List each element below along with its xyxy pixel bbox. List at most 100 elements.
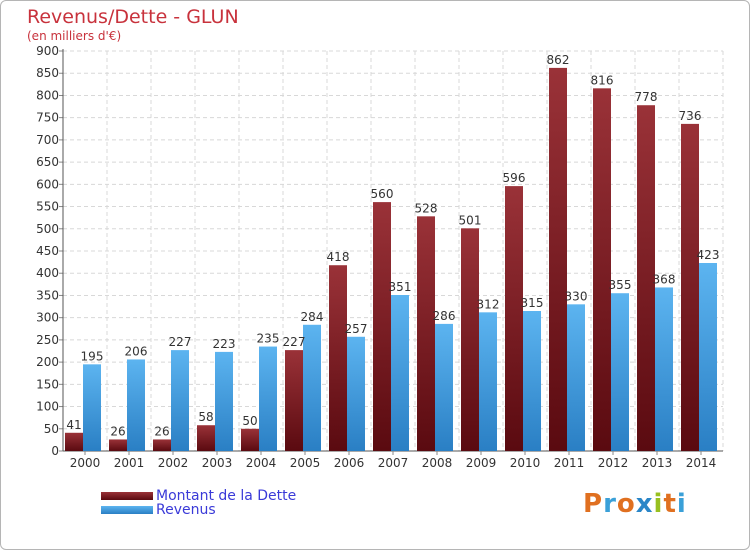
data-label-revenus: 257 [345,322,368,336]
bar-debt [681,123,699,451]
y-tick-label: 0 [51,444,59,458]
bar-debt [241,428,259,451]
y-tick-label: 800 [36,88,59,102]
data-label-debt: 560 [371,187,394,201]
x-tick-label: 2011 [554,456,585,470]
data-label-revenus: 315 [521,296,544,310]
logo-letter: o [616,489,636,519]
x-tick-label: 2012 [598,456,629,470]
y-tick-label: 850 [36,66,59,80]
y-tick-label: 900 [36,44,59,58]
x-tick-label: 2004 [246,456,277,470]
bar-debt [373,202,391,451]
bar-revenus [391,295,409,451]
data-label-revenus: 355 [609,278,632,292]
axes: 0501001502002503003504004505005506006507… [36,44,723,470]
x-tick-label: 2008 [422,456,453,470]
bar-debt [461,228,479,451]
logo-letter: i [653,489,664,519]
y-tick-label: 250 [36,333,59,347]
data-label-revenus: 286 [433,309,456,323]
bar-debt [505,186,523,451]
data-label-revenus: 312 [477,297,500,311]
data-label-revenus: 423 [697,248,720,262]
y-tick-label: 300 [36,311,59,325]
bar-debt [197,425,215,451]
y-tick-label: 150 [36,377,59,391]
x-tick-label: 2010 [510,456,541,470]
bar-debt [593,88,611,451]
data-label-debt: 528 [415,201,438,215]
legend-label-debt: Montant de la Dette [156,488,297,504]
data-label-debt: 41 [66,418,81,432]
bar-debt [549,67,567,451]
data-label-debt: 26 [154,424,169,438]
bar-revenus [171,350,189,451]
data-label-debt: 778 [635,90,658,104]
value-labels: 41 26 26 58 50 227 418 560 528 501 596 862 816 778 736… [66,53,719,439]
x-tick-label: 2007 [378,456,409,470]
logo-letter: P [583,489,604,519]
y-tick-label: 500 [36,222,59,236]
y-tick-label: 50 [44,422,59,436]
chart-subtitle: (en milliers d'€) [27,29,122,43]
bar-revenus [215,351,233,451]
y-tick-label: 700 [36,133,59,147]
x-tick-label: 2003 [202,456,233,470]
logo-letter: t [663,489,677,519]
bar-revenus [567,304,585,451]
bar-revenus [611,293,629,451]
data-label-debt: 596 [503,171,526,185]
bar-revenus [699,263,717,451]
chart-title: Revenus/Dette - GLUN [27,6,239,28]
legend-item-debt: Montant de la Dette [101,488,296,504]
data-label-revenus: 235 [257,332,280,346]
data-label-revenus: 227 [169,335,192,349]
data-label-debt: 816 [591,73,614,87]
data-label-debt: 227 [283,335,306,349]
y-tick-label: 350 [36,288,59,302]
data-label-revenus: 223 [213,337,236,351]
data-label-revenus: 368 [653,272,676,286]
x-tick-label: 2009 [466,456,497,470]
data-label-debt: 501 [459,213,482,227]
x-tick-label: 2014 [686,456,717,470]
y-tick-label: 100 [36,400,59,414]
x-tick-label: 2013 [642,456,673,470]
data-label-revenus: 206 [125,344,148,358]
legend-swatch-debt [101,492,153,500]
bar-debt [285,350,303,451]
bar-debt [637,105,655,451]
y-tick-label: 200 [36,355,59,369]
bar-debt [65,432,83,451]
logo-letter: r [603,489,617,519]
bar-debt [153,439,171,451]
y-tick-label: 550 [36,200,59,214]
data-label-revenus: 284 [301,310,324,324]
data-label-debt: 418 [327,250,350,264]
x-tick-label: 2000 [70,456,101,470]
proxiti-logo: Proxiti [583,489,687,519]
y-tick-label: 400 [36,266,59,280]
logo-letter: x [635,489,654,519]
y-tick-label: 650 [36,155,59,169]
x-tick-label: 2005 [290,456,321,470]
bar-revenus [655,287,673,451]
legend-label-revenus: Revenus [156,502,216,518]
logo-letter: i [676,489,687,519]
data-label-revenus: 330 [565,289,588,303]
legend-item-revenus: Revenus [101,502,216,518]
bar-debt [417,216,435,451]
data-label-debt: 736 [679,109,702,123]
data-label-debt: 862 [547,53,570,67]
data-label-revenus: 195 [81,349,104,363]
bar-revenus [523,311,541,451]
data-label-debt: 26 [110,424,125,438]
bar-revenus [259,346,277,451]
y-tick-label: 750 [36,111,59,125]
bar-revenus [83,364,101,451]
data-label-debt: 58 [198,410,213,424]
bar-revenus [127,359,145,451]
bar-debt [109,439,127,451]
